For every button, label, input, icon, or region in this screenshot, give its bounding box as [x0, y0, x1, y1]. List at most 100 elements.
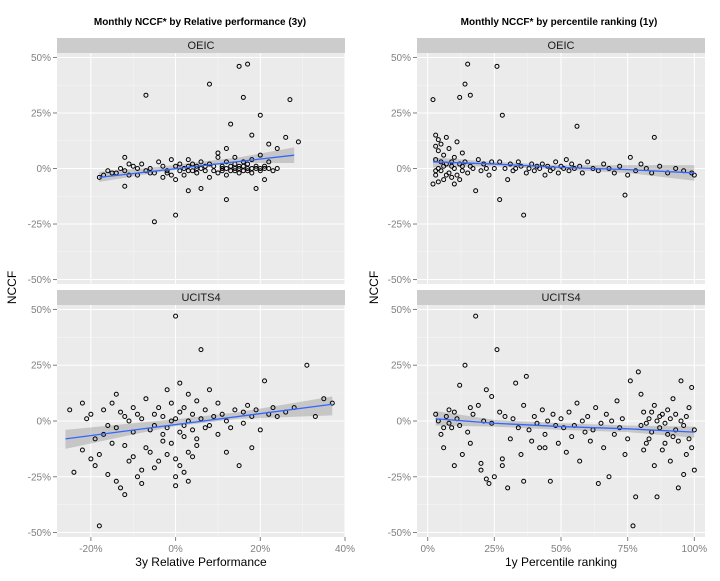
facet-panel-ucits4: UCITS4 -50% -25% 0% 25% 50% -20% 0% 20% 40%: [28, 290, 355, 555]
data-point: [249, 132, 255, 138]
data-point: [641, 447, 647, 453]
data-point: [164, 451, 170, 457]
data-point: [454, 172, 460, 178]
data-point: [433, 168, 439, 174]
data-point: [561, 166, 567, 171]
data-point: [449, 425, 455, 431]
data-point: [143, 92, 149, 98]
data-point: [438, 168, 444, 174]
data-point: [457, 422, 463, 428]
data-point: [438, 141, 444, 147]
data-point: [446, 407, 452, 413]
data-point: [462, 81, 468, 87]
trend-line: [435, 418, 695, 433]
data-point: [134, 411, 140, 417]
data-point: [681, 422, 687, 428]
facet-label: OEIC: [188, 40, 215, 52]
data-point: [670, 434, 676, 440]
data-point: [667, 458, 673, 464]
data-point: [478, 460, 484, 466]
data-point: [521, 402, 527, 408]
data-point: [202, 425, 208, 431]
data-point: [521, 478, 527, 484]
facet-label: UCITS4: [541, 292, 580, 304]
data-point: [470, 411, 476, 417]
data-point: [499, 463, 505, 469]
data-point: [206, 387, 212, 393]
data-point: [219, 163, 225, 169]
data-point: [513, 166, 519, 171]
data-point: [126, 458, 132, 464]
x-tick-label: 75%: [618, 544, 638, 555]
x-tick-label: -20%: [79, 544, 102, 555]
data-point: [257, 168, 263, 174]
data-point: [683, 414, 689, 420]
data-point: [113, 425, 119, 431]
data-point: [245, 61, 251, 67]
y-tick-label: 50%: [31, 305, 51, 316]
data-point: [202, 163, 208, 169]
data-point: [673, 166, 679, 171]
data-point: [643, 440, 649, 446]
data-point: [489, 393, 495, 399]
data-point: [181, 172, 187, 178]
data-point: [523, 170, 529, 176]
data-point: [185, 449, 191, 455]
data-point: [274, 414, 280, 420]
data-point: [622, 192, 628, 198]
data-point: [686, 405, 692, 411]
data-point: [665, 407, 671, 413]
data-point: [130, 163, 136, 169]
data-point: [643, 420, 649, 426]
data-point: [223, 166, 229, 171]
data-point: [185, 478, 191, 484]
facet-strip: [417, 38, 705, 53]
data-point: [633, 494, 639, 500]
data-point: [168, 157, 174, 163]
data-point: [122, 168, 128, 174]
data-point: [627, 154, 633, 160]
y-tick-label: -25%: [388, 220, 411, 231]
y-tick-label: 50%: [31, 53, 51, 64]
y-tick-label: 25%: [31, 108, 51, 119]
data-point: [236, 166, 242, 171]
y-tick-label: 25%: [391, 361, 411, 372]
data-point: [430, 97, 436, 103]
data-point: [160, 174, 166, 180]
data-point: [491, 166, 497, 171]
data-point: [518, 163, 524, 169]
data-point: [118, 409, 124, 415]
data-point: [194, 443, 200, 449]
data-point: [232, 154, 238, 160]
data-point: [617, 425, 623, 431]
data-point: [185, 188, 191, 194]
data-point: [257, 166, 263, 171]
data-point: [569, 161, 575, 167]
data-point: [475, 157, 481, 163]
x-tick-label: 0%: [168, 544, 183, 555]
data-point: [274, 146, 280, 152]
data-point: [459, 163, 465, 169]
data-point: [435, 137, 441, 143]
data-point: [502, 166, 508, 171]
data-point: [515, 425, 521, 431]
data-point: [462, 159, 468, 165]
data-point: [542, 172, 548, 178]
data-point: [198, 159, 204, 165]
data-point: [67, 407, 73, 413]
data-point: [185, 163, 191, 169]
data-point: [574, 123, 580, 129]
data-point: [659, 411, 665, 417]
data-point: [88, 456, 94, 462]
y-tick-label: 50%: [391, 53, 411, 64]
data-point: [654, 494, 660, 500]
data-point: [627, 378, 633, 384]
data-point: [555, 170, 561, 176]
y-tick-label: -25%: [28, 472, 51, 483]
data-point: [507, 161, 513, 167]
data-point: [542, 445, 548, 451]
data-point: [92, 463, 98, 469]
facet-label: UCITS4: [181, 292, 220, 304]
x-axis-title: 1y Percentile ranking: [505, 555, 617, 569]
data-point: [475, 402, 481, 408]
